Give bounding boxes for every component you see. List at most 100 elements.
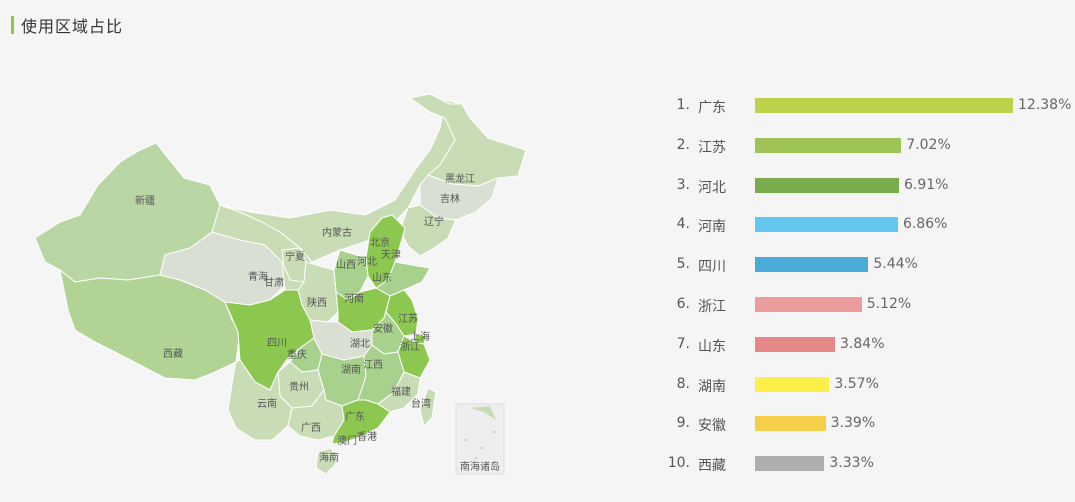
label-nanhai: 南海诸岛 <box>460 460 500 473</box>
province-jilin[interactable] <box>419 174 499 221</box>
label-zhejiang: 浙江 <box>400 341 420 353</box>
rank-number: 4. <box>676 216 690 233</box>
label-neimenggu: 内蒙古 <box>322 226 352 239</box>
label-jilin: 吉林 <box>440 192 460 205</box>
province-hainan[interactable] <box>315 447 337 475</box>
label-guangxi: 广西 <box>301 422 321 434</box>
ranking-chart: 1. 广东 12.38% 2. 江苏 7.02% 3. 河北 6.91% 4. 河南 6.86% 5. 四… <box>660 0 1075 502</box>
region-name: 河南 <box>698 219 726 236</box>
bar-value-label: 6.86% <box>902 216 948 233</box>
bar <box>755 137 902 153</box>
rank-number: 1. <box>676 97 690 113</box>
province-xizang[interactable] <box>59 269 241 381</box>
label-anhui: 安徽 <box>373 322 393 335</box>
label-qinghai: 青海 <box>248 270 268 283</box>
region-name: 浙江 <box>698 299 726 315</box>
bar <box>755 177 899 193</box>
rank-number: 10. <box>667 455 690 472</box>
header-accent-bar <box>11 16 14 34</box>
region-name: 江苏 <box>698 139 726 156</box>
bar-value-label: 3.84% <box>840 335 885 352</box>
rank-number: 7. <box>676 335 690 352</box>
label-xizang: 西藏 <box>163 348 183 360</box>
region-name: 河北 <box>698 179 726 196</box>
rank-number: 2. <box>676 136 690 153</box>
ranking-row: 9. 安徽 3.39% <box>660 414 1075 434</box>
bar <box>755 217 898 233</box>
label-hainan: 海南 <box>319 451 339 464</box>
label-shaanxi: 陕西 <box>307 296 327 309</box>
bar <box>755 416 826 432</box>
bar-value-label: 12.38% <box>1018 97 1072 113</box>
label-hunan: 湖南 <box>341 363 361 376</box>
bar-value-label: 3.57% <box>834 375 879 392</box>
bar <box>755 376 830 392</box>
region-name: 山东 <box>698 338 726 355</box>
label-hubei: 湖北 <box>350 338 370 350</box>
ranking-row: 10. 西藏 3.33% <box>660 454 1075 474</box>
rank-number: 3. <box>676 176 690 193</box>
china-map: 新疆 西藏 青海 甘肃 宁夏 内蒙古 黑龙江 吉林 辽宁 北京 天津 河北 山西… <box>34 93 527 475</box>
label-jiangsu: 江苏 <box>398 312 418 325</box>
label-xianggang: 香港 <box>357 431 377 443</box>
bar <box>755 336 836 352</box>
label-hebei: 河北 <box>357 256 377 268</box>
ranking-row: 3. 河北 6.91% <box>660 176 1075 196</box>
label-ningxia: 宁夏 <box>285 250 305 263</box>
ranking-row: 1. 广东 12.38% <box>660 96 1075 116</box>
bar-value-label: 5.12% <box>866 296 912 312</box>
ranking-row: 5. 四川 5.44% <box>660 255 1075 275</box>
bar-value-label: 3.33% <box>829 455 874 472</box>
bar-value-label: 7.02% <box>906 136 951 153</box>
region-name: 安徽 <box>698 418 726 435</box>
label-shanghai: 上海 <box>410 330 430 343</box>
page-title: 使用区域占比 <box>21 17 124 36</box>
rank-number: 9. <box>676 415 690 432</box>
region-name: 四川 <box>698 259 726 276</box>
label-gansu: 甘肃 <box>264 276 284 289</box>
region-name: 湖南 <box>698 378 726 395</box>
label-beijing: 北京 <box>370 236 390 249</box>
rank-number: 8. <box>676 375 690 392</box>
label-xinjiang: 新疆 <box>135 194 155 207</box>
province-fujian[interactable] <box>377 371 421 413</box>
label-shandong: 山东 <box>372 271 392 284</box>
label-fujian: 福建 <box>391 385 411 398</box>
ranking-row: 4. 河南 6.86% <box>660 215 1075 235</box>
map-provinces <box>34 93 527 475</box>
label-guizhou: 贵州 <box>289 380 309 393</box>
bar-value-label: 5.44% <box>873 256 918 273</box>
province-liaoning[interactable] <box>399 204 457 257</box>
section-header: 使用区域占比 <box>11 14 123 36</box>
province-guangdong[interactable] <box>331 399 391 445</box>
label-sichuan: 四川 <box>267 338 287 349</box>
label-yunnan: 云南 <box>257 397 277 410</box>
ranking-row: 7. 山东 3.84% <box>660 335 1075 355</box>
ranking-row: 2. 江苏 7.02% <box>660 136 1075 156</box>
rank-number: 5. <box>676 256 690 273</box>
region-name: 广东 <box>698 100 726 116</box>
bar-value-label: 6.91% <box>904 176 949 193</box>
province-taiwan[interactable] <box>419 387 437 427</box>
region-name: 西藏 <box>698 458 726 475</box>
province-heilongjiang[interactable] <box>409 93 527 187</box>
ranking-row: 8. 湖南 3.57% <box>660 375 1075 395</box>
label-tianjin: 天津 <box>381 249 401 261</box>
bar <box>755 297 862 312</box>
map-labels: 新疆 西藏 青海 甘肃 宁夏 内蒙古 黑龙江 吉林 辽宁 北京 天津 河北 山西… <box>135 172 500 473</box>
label-jiangxi: 江西 <box>363 359 383 371</box>
nanhai-inset <box>455 403 505 475</box>
label-henan: 河南 <box>344 292 364 305</box>
label-aomen: 澳门 <box>337 434 357 447</box>
rank-number: 6. <box>676 296 690 312</box>
bar <box>755 257 869 273</box>
bar-value-label: 3.39% <box>830 415 876 432</box>
label-guangdong: 广东 <box>345 410 365 423</box>
bar <box>755 456 825 472</box>
label-chongqing: 重庆 <box>287 348 307 361</box>
label-heilongjiang: 黑龙江 <box>445 172 475 185</box>
label-shanxi: 山西 <box>336 259 356 271</box>
ranking-row: 6. 浙江 5.12% <box>660 295 1075 315</box>
label-taiwan: 台湾 <box>411 397 431 410</box>
bar <box>755 98 1013 113</box>
